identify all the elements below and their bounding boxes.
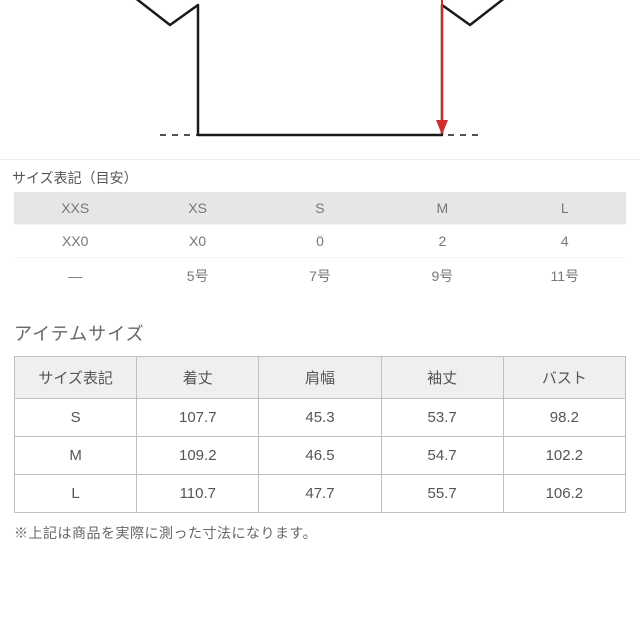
col-header: バスト bbox=[503, 357, 625, 399]
cell: 7号 bbox=[259, 258, 381, 295]
cell: 55.7 bbox=[381, 475, 503, 513]
table-row: L 110.7 47.7 55.7 106.2 bbox=[15, 475, 626, 513]
size-notation-header-row: XXS XS S M L bbox=[14, 192, 626, 225]
page: サイズ表記（目安） XXS XS S M L XX0 X0 0 2 4 ― 5号… bbox=[0, 0, 640, 640]
col-header: 肩幅 bbox=[259, 357, 381, 399]
cell: ― bbox=[14, 258, 136, 295]
cell: 110.7 bbox=[137, 475, 259, 513]
cell: 9号 bbox=[381, 258, 503, 295]
schematic-svg bbox=[120, 0, 520, 160]
cell: M bbox=[15, 437, 137, 475]
item-size-table: サイズ表記 着丈 肩幅 袖丈 バスト S 107.7 45.3 53.7 98.… bbox=[14, 356, 626, 513]
cell: 45.3 bbox=[259, 399, 381, 437]
col-header: L bbox=[504, 192, 626, 225]
cell: 54.7 bbox=[381, 437, 503, 475]
cell: 102.2 bbox=[503, 437, 625, 475]
cell: 5号 bbox=[136, 258, 258, 295]
cell: 2 bbox=[381, 225, 503, 258]
col-header: 袖丈 bbox=[381, 357, 503, 399]
col-header: 着丈 bbox=[137, 357, 259, 399]
cell: 4 bbox=[504, 225, 626, 258]
cell: XX0 bbox=[14, 225, 136, 258]
cell: 47.7 bbox=[259, 475, 381, 513]
table-row: ― 5号 7号 9号 11号 bbox=[14, 258, 626, 295]
cell: 98.2 bbox=[503, 399, 625, 437]
table-row: M 109.2 46.5 54.7 102.2 bbox=[15, 437, 626, 475]
cell: 46.5 bbox=[259, 437, 381, 475]
cell: 0 bbox=[259, 225, 381, 258]
col-header: XS bbox=[136, 192, 258, 225]
cell: 107.7 bbox=[137, 399, 259, 437]
table-row: S 107.7 45.3 53.7 98.2 bbox=[15, 399, 626, 437]
cell: 11号 bbox=[504, 258, 626, 295]
footnote: ※上記は商品を実際に測った寸法になります。 bbox=[0, 513, 640, 553]
cell: L bbox=[15, 475, 137, 513]
cell: X0 bbox=[136, 225, 258, 258]
col-header: S bbox=[259, 192, 381, 225]
garment-outline bbox=[125, 0, 515, 135]
col-header: XXS bbox=[14, 192, 136, 225]
size-notation-table: XXS XS S M L XX0 X0 0 2 4 ― 5号 7号 9号 11号 bbox=[14, 192, 626, 294]
size-notation-label: サイズ表記（目安） bbox=[0, 160, 640, 192]
cell: 53.7 bbox=[381, 399, 503, 437]
cell: 109.2 bbox=[137, 437, 259, 475]
cell: S bbox=[15, 399, 137, 437]
table-row: XX0 X0 0 2 4 bbox=[14, 225, 626, 258]
cell: 106.2 bbox=[503, 475, 625, 513]
length-arrow bbox=[436, 0, 448, 135]
garment-schematic bbox=[0, 0, 640, 160]
col-header: M bbox=[381, 192, 503, 225]
item-size-header-row: サイズ表記 着丈 肩幅 袖丈 バスト bbox=[15, 357, 626, 399]
col-header: サイズ表記 bbox=[15, 357, 137, 399]
item-size-title: アイテムサイズ bbox=[0, 294, 640, 356]
